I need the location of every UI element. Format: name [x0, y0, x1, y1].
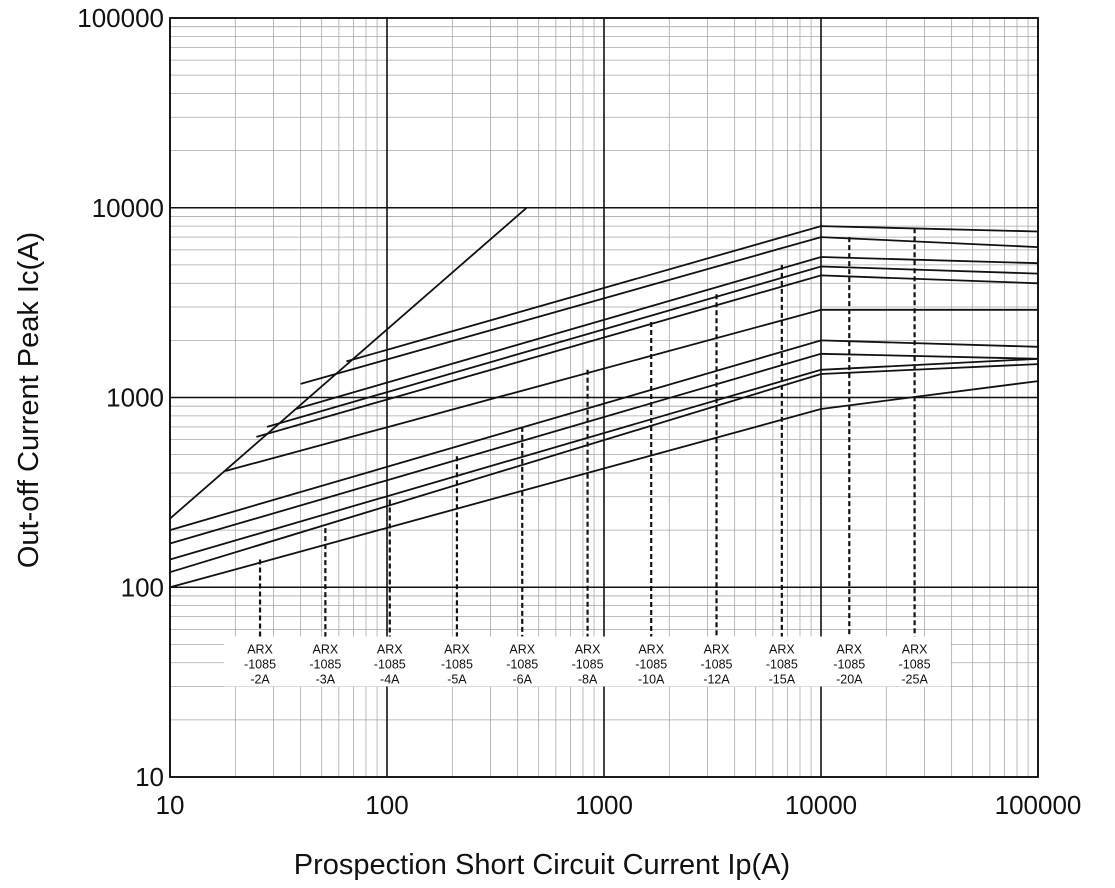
y-axis-title: Out-off Current Peak Ic(A)	[13, 232, 45, 568]
series-line	[169, 352, 1039, 545]
series-line	[169, 380, 1039, 589]
series-line	[266, 265, 1039, 428]
marker-label: ARX	[247, 643, 273, 657]
marker-label: -25A	[901, 673, 928, 687]
x-axis-title: Prospection Short Circuit Current Ip(A)	[294, 849, 790, 881]
x-tick-label: 1000	[575, 790, 633, 820]
x-tick-label: 10	[156, 790, 185, 820]
series-line	[169, 363, 1039, 574]
marker-label: ARX	[313, 643, 339, 657]
marker-label: -1085	[374, 658, 406, 672]
series-line	[346, 225, 1039, 363]
marker-label: ARX	[444, 643, 470, 657]
series-line	[225, 308, 1038, 472]
marker-label: -1085	[506, 658, 538, 672]
marker-label: -15A	[769, 673, 796, 687]
marker-label: -1085	[572, 658, 604, 672]
y-tick-labels: 10 100 1000 10000 100000	[77, 3, 164, 792]
marker-label: -2A	[250, 673, 270, 687]
x-tick-label: 10000	[785, 790, 857, 820]
series-line	[169, 339, 1039, 531]
series-lines	[169, 207, 1039, 589]
plot-border	[169, 17, 1039, 778]
y-tick-label: 10	[135, 762, 164, 792]
marker-label: -4A	[380, 673, 400, 687]
marker-label: -1085	[899, 658, 931, 672]
marker-label: -1085	[441, 658, 473, 672]
marker-label-band	[224, 636, 951, 687]
marker-label: -3A	[316, 673, 336, 687]
x-tick-labels: 10 100 1000 10000 100000	[156, 790, 1082, 820]
marker-label: -1085	[833, 658, 865, 672]
marker-label: -5A	[447, 673, 467, 687]
x-tick-label: 100000	[995, 790, 1082, 820]
series-line	[256, 274, 1039, 438]
plot-frame	[169, 17, 1039, 778]
marker-label: ARX	[638, 643, 664, 657]
marker-label: ARX	[704, 643, 730, 657]
marker-label: ARX	[836, 643, 862, 657]
marker-labels: ARX-1085-2AARX-1085-3AARX-1085-4AARX-108…	[244, 643, 931, 687]
y-tick-label: 100	[121, 572, 164, 602]
marker-label: -6A	[513, 673, 533, 687]
marker-label: ARX	[509, 643, 535, 657]
marker-label: -12A	[703, 673, 730, 687]
marker-label: -20A	[836, 673, 863, 687]
max-peak-line	[169, 207, 528, 520]
marker-label: ARX	[902, 643, 928, 657]
marker-label: ARX	[377, 643, 403, 657]
marker-lines	[258, 228, 916, 637]
marker-label: -1085	[244, 658, 276, 672]
marker-label: -1085	[701, 658, 733, 672]
y-tick-label: 100000	[77, 3, 164, 33]
marker-label: -1085	[309, 658, 341, 672]
marker-label: -1085	[766, 658, 798, 672]
marker-label: -1085	[635, 658, 667, 672]
y-tick-label: 10000	[92, 193, 164, 223]
series-line	[169, 357, 1039, 561]
marker-label-background	[224, 636, 951, 687]
marker-label: -8A	[578, 673, 598, 687]
series-line	[300, 236, 1039, 385]
series-line	[295, 256, 1039, 410]
y-tick-label: 1000	[106, 383, 164, 413]
x-tick-label: 100	[365, 790, 408, 820]
marker-label: -10A	[638, 673, 665, 687]
marker-label: ARX	[769, 643, 795, 657]
marker-label: ARX	[575, 643, 601, 657]
